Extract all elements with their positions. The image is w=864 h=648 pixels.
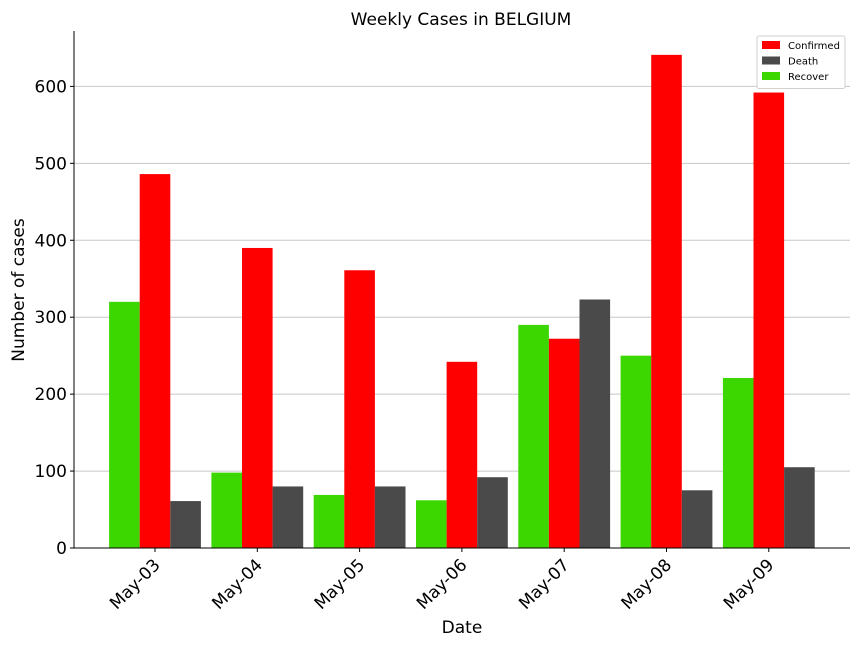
x-tick-label: May-04 [208,555,266,613]
x-tick-label: May-09 [720,555,778,613]
chart-title: Weekly Cases in BELGIUM [351,10,572,30]
bar-confirmed [651,54,682,548]
legend: Confirmed Death Recover [756,35,846,89]
y-tick-label: 0 [56,539,67,559]
bar-death [681,490,713,548]
legend-swatch [762,72,780,80]
gridlines [74,85,850,472]
y-ticks: 0 100 200 300 400 500 600 [35,77,74,559]
legend-label: Recover [788,72,829,83]
legend-label: Confirmed [788,41,840,52]
bar-recover [416,500,447,548]
legend-swatch [762,56,780,65]
x-ticks: May-03 May-04 May-05 May-06 May-07 May-08 May-… [106,548,778,614]
x-tick-label: May-06 [413,555,471,613]
bar-death [170,501,201,548]
bar-death [784,467,815,548]
bar-death [272,486,304,548]
bar-recover [211,472,242,548]
x-axis-label: Date [442,618,483,638]
legend-swatch [762,41,780,49]
x-tick-label: May-03 [106,555,164,613]
bar-confirmed [446,361,478,548]
y-tick-label: 100 [35,462,67,482]
bar-death [579,299,611,548]
bar-recover [620,355,652,548]
y-tick-label: 200 [35,385,67,405]
x-tick-label: May-08 [618,555,676,613]
y-tick-label: 300 [35,308,67,328]
bar-confirmed [242,247,273,548]
legend-label: Death [788,57,818,68]
bar-confirmed [548,338,580,548]
x-tick-label: May-05 [311,555,369,613]
bars [109,54,815,549]
y-tick-label: 500 [35,154,67,174]
y-axis-label: Number of cases [9,218,29,362]
x-tick-label: May-07 [515,555,573,613]
bar-recover [313,494,345,548]
bar-confirmed [753,92,785,549]
bar-confirmed [139,174,171,549]
bar-confirmed [344,270,375,548]
bar-death [477,477,508,548]
bar-death [374,486,406,548]
y-tick-label: 400 [35,231,67,251]
bar-recover [109,301,140,548]
bar-recover [518,324,549,548]
y-tick-label: 600 [35,77,67,97]
bar-recover [722,377,754,548]
